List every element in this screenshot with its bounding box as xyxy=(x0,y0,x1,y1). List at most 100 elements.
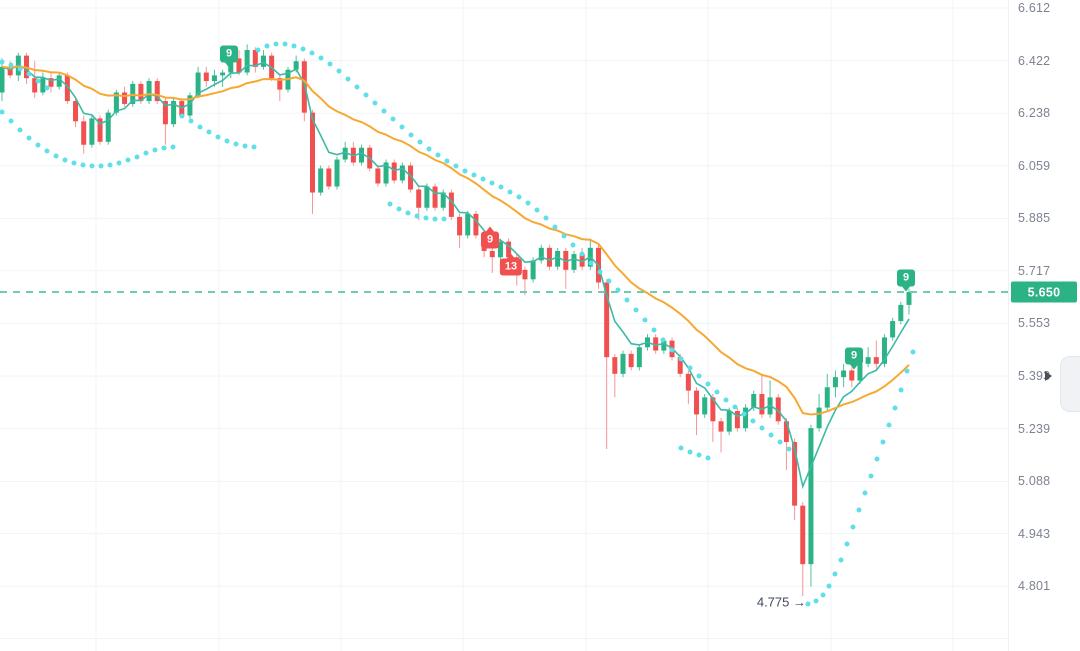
indicator-dot xyxy=(768,432,774,438)
candle-body xyxy=(710,397,716,422)
candle-body xyxy=(636,347,642,368)
candle-body xyxy=(448,192,454,217)
indicator-dot xyxy=(435,152,441,158)
indicator-dot xyxy=(516,194,522,200)
expand-panel-arrow-icon[interactable] xyxy=(1045,371,1057,381)
td-setup-badge-9: 9 xyxy=(845,347,863,365)
candle-body xyxy=(113,92,119,113)
price-axis-label: 5.239 xyxy=(1018,421,1051,436)
indicator-dot xyxy=(850,524,856,530)
indicator-dot xyxy=(444,158,450,164)
indicator-dot xyxy=(678,356,684,362)
td-setup-badge-13: 13 xyxy=(499,258,523,276)
indicator-dot xyxy=(291,43,297,49)
candle-body xyxy=(816,407,822,429)
indicator-dot xyxy=(408,132,414,138)
candle-body xyxy=(56,75,62,87)
candle-body xyxy=(881,337,887,364)
candle-body xyxy=(841,370,847,378)
indicator-dot xyxy=(813,598,819,604)
panel-collapse-handle[interactable] xyxy=(1060,356,1080,412)
indicator-dot xyxy=(26,71,32,77)
indicator-dot xyxy=(910,349,916,355)
price-axis-label: 5.717 xyxy=(1018,263,1051,278)
indicator-dot xyxy=(134,154,140,160)
price-axis-label: 5.393 xyxy=(1018,369,1051,384)
indicator-dot xyxy=(507,189,513,195)
candle-body xyxy=(7,66,13,76)
indicator-dot xyxy=(660,337,666,343)
candle-body xyxy=(326,168,332,187)
indicator-dot xyxy=(904,368,910,374)
indicator-dot xyxy=(552,224,558,230)
indicator-dot xyxy=(318,55,324,61)
indicator-dot xyxy=(8,62,14,68)
indicator-dot xyxy=(161,145,167,151)
candle-body xyxy=(293,61,299,70)
price-axis[interactable]: 5.650 6.612 6.422 6.238 6.059 5.885 5.717 5.55… xyxy=(1008,0,1080,651)
candle-body xyxy=(342,147,348,160)
indicator-dot xyxy=(714,389,720,395)
candle-body xyxy=(612,357,618,374)
low-price-label: 4.775 → xyxy=(756,594,806,610)
candle-body xyxy=(40,78,46,93)
indicator-dot xyxy=(687,365,693,371)
indicator-dot xyxy=(143,150,149,156)
indicator-dot xyxy=(107,162,113,168)
candle-body xyxy=(187,95,193,116)
indicator-dot xyxy=(892,405,898,411)
indicator-dot xyxy=(561,233,567,239)
candle-body xyxy=(759,394,765,415)
indicator-dot xyxy=(868,473,874,479)
candle-body xyxy=(309,112,315,193)
indicator-dot xyxy=(886,422,892,428)
indicator-dot xyxy=(414,213,420,219)
indicator-dot xyxy=(363,92,369,98)
candle-body xyxy=(465,213,471,236)
candle-body xyxy=(424,186,430,208)
candle-body xyxy=(702,397,708,415)
indicator-dot xyxy=(741,411,747,417)
candle-body xyxy=(546,247,552,267)
indicator-dot xyxy=(53,153,59,159)
candle-body xyxy=(408,165,414,190)
indicator-dot xyxy=(805,601,811,607)
price-axis-label: 6.059 xyxy=(1018,158,1051,173)
indicator-dot xyxy=(26,135,32,141)
candle-body xyxy=(563,250,569,270)
indicator-dot xyxy=(125,157,131,163)
indicator-dot xyxy=(705,381,711,387)
candle-body xyxy=(898,304,904,322)
candle-body xyxy=(497,241,503,258)
indicator-dot xyxy=(597,269,603,275)
price-axis-label: 4.943 xyxy=(1018,526,1051,541)
candle-body xyxy=(89,118,95,145)
candle-body xyxy=(473,213,479,236)
indicator-dot xyxy=(0,109,5,115)
indicator-dot xyxy=(480,176,486,182)
indicator-dot xyxy=(8,118,14,124)
indicator-dot xyxy=(197,124,203,130)
candle-body xyxy=(865,357,871,364)
candle-body xyxy=(391,162,397,181)
indicator-dot xyxy=(856,507,862,513)
candle-body xyxy=(277,78,283,90)
indicator-dot xyxy=(35,142,41,148)
candle-body xyxy=(734,411,740,429)
indicator-dot xyxy=(651,327,657,333)
candle-body xyxy=(800,505,806,565)
candle-body xyxy=(677,357,683,374)
indicator-dot xyxy=(152,147,158,153)
indicator-dot xyxy=(417,139,423,145)
indicator-dot xyxy=(826,583,832,589)
price-axis-label: 6.612 xyxy=(1018,1,1051,15)
indicator-dot xyxy=(17,66,23,72)
candle-body xyxy=(195,72,201,96)
price-axis-label: 5.885 xyxy=(1018,211,1051,226)
indicator-dot xyxy=(633,307,639,313)
candle-body xyxy=(726,411,732,432)
indicator-dot xyxy=(71,160,77,166)
indicator-dot xyxy=(206,129,212,135)
